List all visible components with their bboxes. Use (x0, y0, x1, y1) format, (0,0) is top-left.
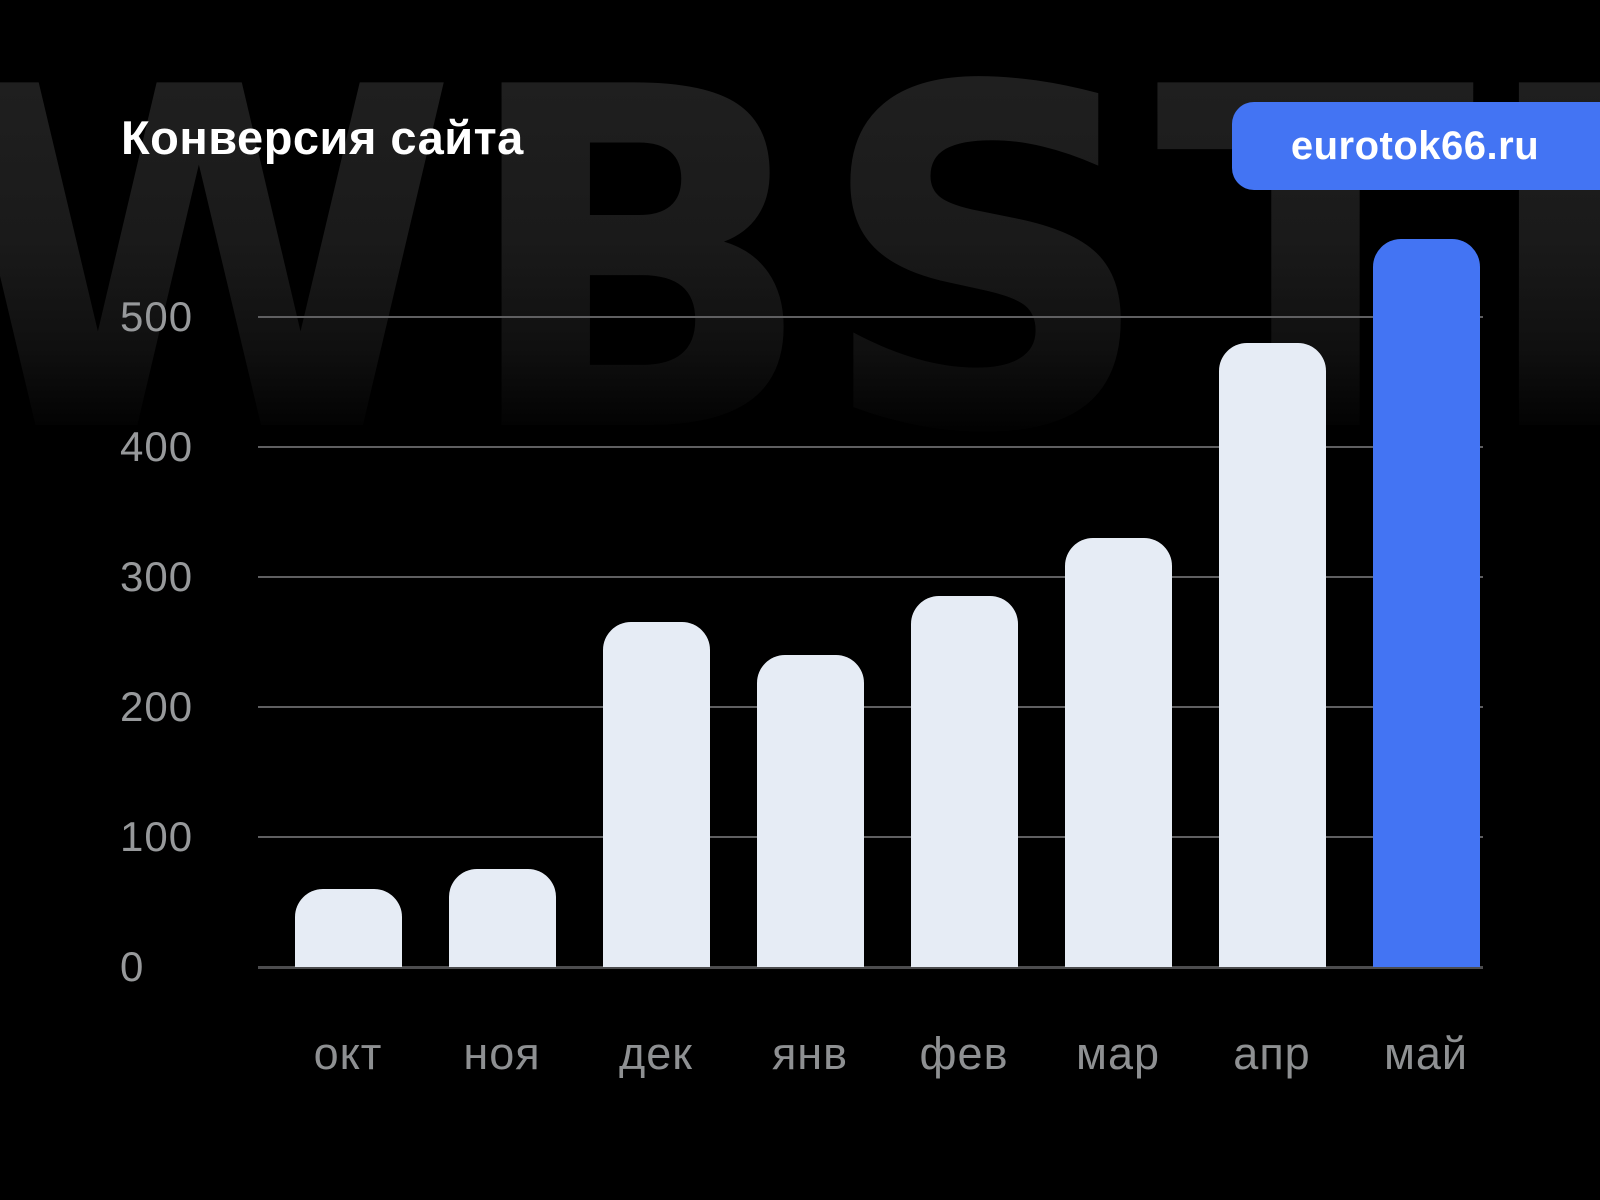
x-tick-label: дек (619, 1028, 693, 1079)
bar-апр (1218, 343, 1326, 967)
bar-дек (602, 622, 710, 967)
bar-ноя (448, 869, 556, 967)
y-tick-label: 200 (120, 683, 194, 730)
bar-фев (910, 596, 1018, 967)
y-tick-label: 400 (120, 423, 194, 470)
x-tick-label: фев (919, 1028, 1009, 1079)
y-tick-label: 100 (120, 813, 194, 860)
x-tick-label: ноя (463, 1028, 541, 1079)
gridline (258, 446, 1483, 448)
x-tick-label: апр (1233, 1028, 1311, 1079)
x-axis-line (258, 966, 1483, 969)
bar-мар (1064, 538, 1172, 967)
site-url-badge[interactable]: eurotok66.ru (1232, 102, 1600, 190)
gridline (258, 576, 1483, 578)
bar-янв (756, 655, 864, 967)
gridline (258, 836, 1483, 838)
x-tick-label: май (1383, 1028, 1469, 1079)
gridline (258, 706, 1483, 708)
bar-окт (294, 889, 402, 967)
y-tick-label: 0 (120, 943, 145, 990)
y-tick-label: 500 (120, 293, 194, 340)
gridline (258, 316, 1483, 318)
x-tick-label: мар (1076, 1028, 1160, 1079)
bar-май (1372, 239, 1480, 967)
y-tick-label: 300 (120, 553, 194, 600)
x-tick-label: окт (313, 1028, 383, 1079)
x-tick-label: янв (771, 1028, 849, 1079)
page-title: Конверсия сайта (121, 111, 524, 164)
